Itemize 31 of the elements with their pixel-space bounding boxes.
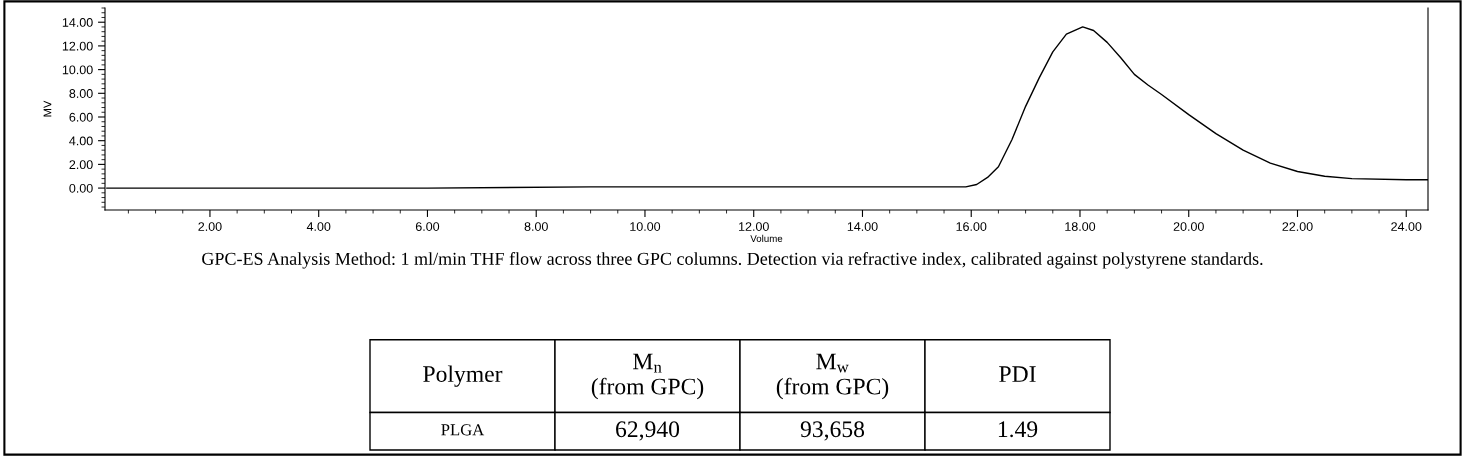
text: PLGA xyxy=(441,424,485,436)
text: 1.49 xyxy=(998,421,1038,438)
x-tick-label: 8.00 xyxy=(524,222,548,231)
y-tick-label: 8.00 xyxy=(69,89,93,98)
x-tick-label: 4.00 xyxy=(306,222,331,231)
x-tick-label: 6.00 xyxy=(415,222,440,231)
x-tick-label: 14.00 xyxy=(847,222,878,231)
y-tick-label: 14.00 xyxy=(62,18,93,27)
x-tick-label: 2.00 xyxy=(198,222,222,231)
y-tick-label: 10.00 xyxy=(62,65,93,75)
text: M$_{w}$ (from GPC) xyxy=(776,353,889,400)
text: Polymer xyxy=(423,365,503,387)
text: 93,658 xyxy=(800,421,865,441)
x-tick-label: 10.00 xyxy=(630,222,661,231)
x-tick-label: 22.00 xyxy=(1282,222,1313,231)
x-axis-title: Volume xyxy=(750,234,783,242)
x-tick-label: 24.00 xyxy=(1391,222,1422,231)
text: 62,940 xyxy=(616,421,680,441)
y-axis-title: MV xyxy=(43,100,52,117)
text: GPC-ES Analysis Method: 1 ml/min THF flow across three GPC columns. Detection via refractive index, calibrated against polystyrene standards. xyxy=(202,252,1263,269)
x-tick-label: 16.00 xyxy=(956,222,987,231)
y-tick-label: 0.00 xyxy=(69,183,93,193)
y-tick-label: 12.00 xyxy=(62,41,93,51)
y-tick-label: 6.00 xyxy=(69,112,93,122)
x-tick-label: 12.00 xyxy=(739,222,769,231)
x-tick-label: 18.00 xyxy=(1065,222,1096,231)
y-tick-label: 4.00 xyxy=(69,136,93,146)
text: PDI xyxy=(999,366,1036,382)
text: M$_{n}$ (from GPC) xyxy=(591,353,704,400)
y-tick-label: 2.00 xyxy=(69,160,93,170)
x-tick-label: 20.00 xyxy=(1173,222,1204,231)
